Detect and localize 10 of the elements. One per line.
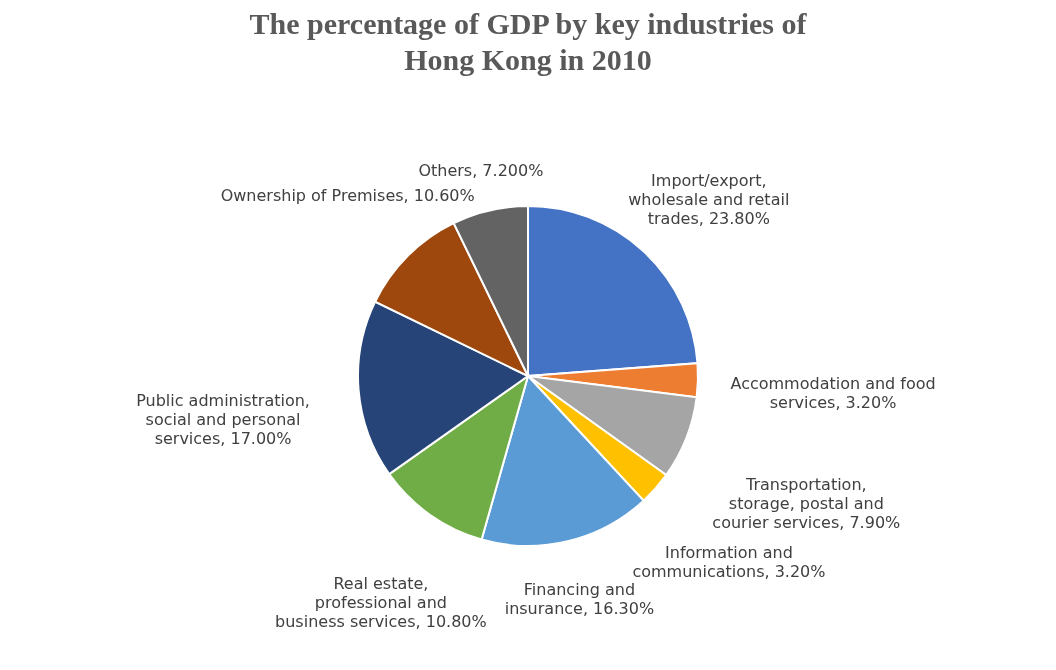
slice-label: Import/export, wholesale and retail trades, 23.80% — [628, 171, 790, 229]
slice-label: Others, 7.200% — [418, 161, 544, 181]
chart-title: The percentage of GDP by key industries of Hong Kong in 2010 — [249, 7, 808, 76]
slice-label: Public administration, social and personal services, 17.00% — [136, 390, 310, 448]
slice-label: Financing and insurance, 16.30% — [504, 580, 655, 619]
slice-label: Real estate, professional and business services, 10.80% — [275, 573, 487, 631]
slice-label: Ownership of Premises, 10.60% — [220, 185, 475, 205]
slice-label: Accommodation and food services, 3.20% — [730, 373, 936, 412]
slice-label: Information and communications, 3.20% — [632, 543, 826, 582]
slice-label: Transportation, storage, postal and courier services, 7.90% — [712, 475, 901, 533]
